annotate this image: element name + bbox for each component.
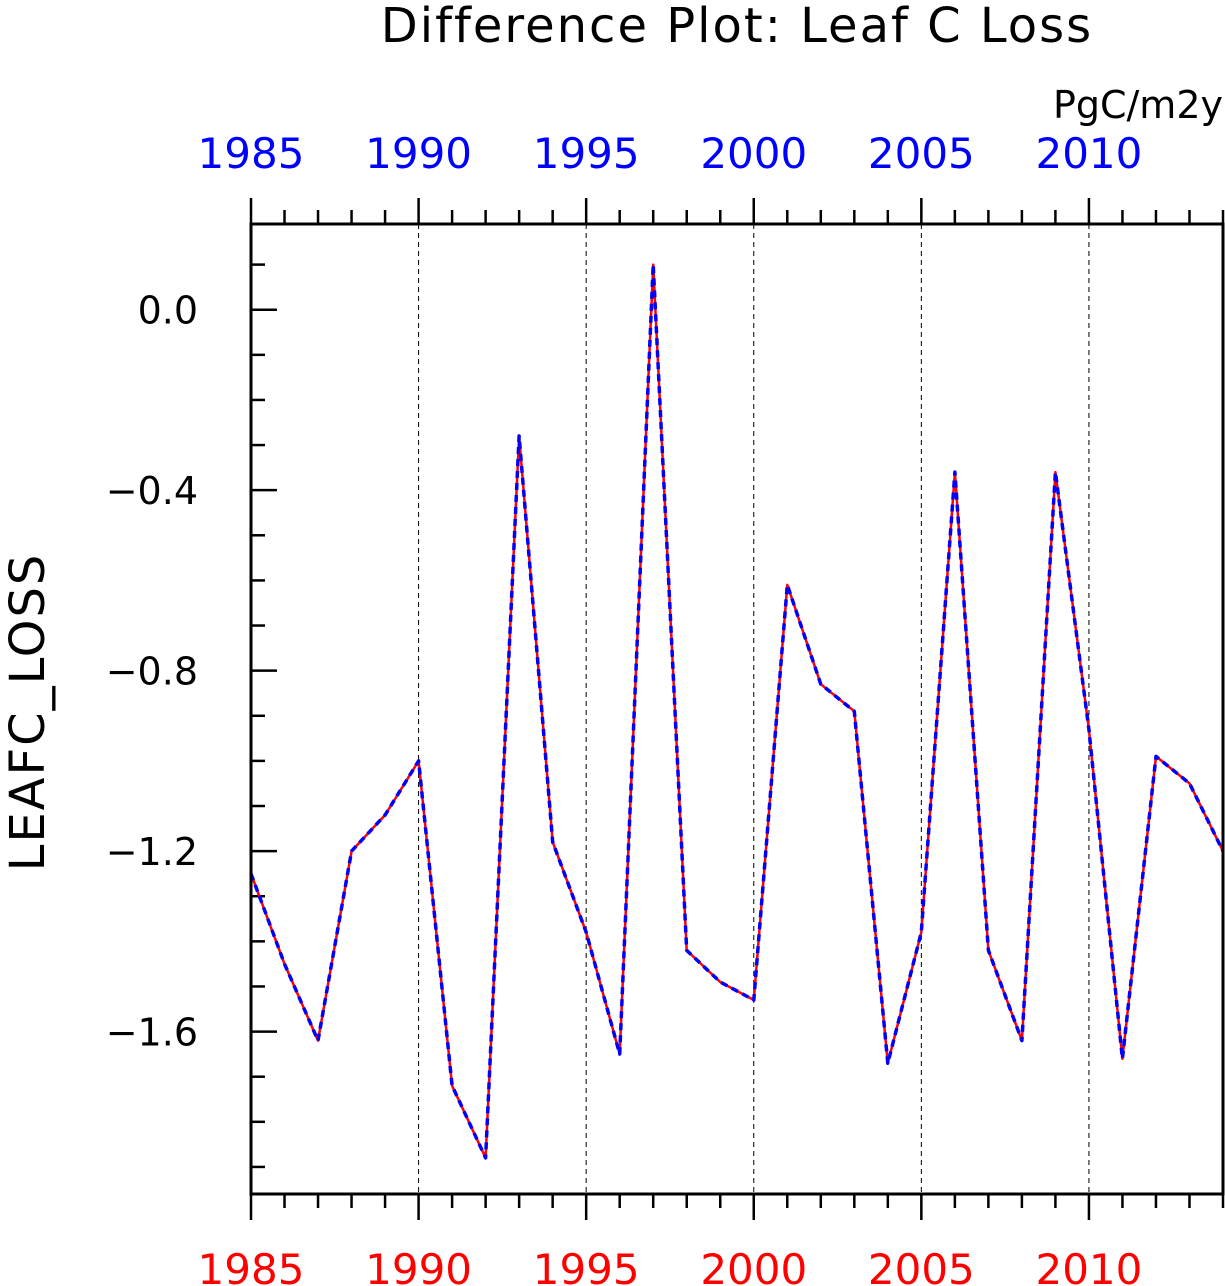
y-tick-label: −1.2 bbox=[106, 830, 198, 874]
series-line-blue-dashed bbox=[249, 262, 1225, 1160]
x-tick-label-bottom: 2005 bbox=[868, 1245, 975, 1286]
y-axis-label: LEAFC_LOSS bbox=[0, 553, 56, 872]
x-tick-label-bottom: 1990 bbox=[365, 1245, 472, 1286]
tick-labels: 1985 1985 1990 1990 1995 1995 2000 2000 2005 2005… bbox=[106, 129, 1143, 1286]
x-tick-label-top: 2005 bbox=[868, 129, 975, 178]
chart-title: Difference Plot: Leaf C Loss bbox=[381, 0, 1093, 54]
units-label: PgC/m2y bbox=[1053, 83, 1223, 127]
y-tick-label: −1.6 bbox=[106, 1011, 198, 1055]
axis-ticks bbox=[249, 198, 1225, 1220]
y-tick-label: −0.4 bbox=[106, 469, 198, 513]
series-line-red-solid bbox=[249, 263, 1225, 1160]
x-tick-label-bottom: 1985 bbox=[198, 1245, 305, 1286]
y-tick-label: 0.0 bbox=[138, 289, 198, 333]
plot-frame bbox=[249, 222, 1225, 1196]
x-tick-label-bottom: 1995 bbox=[533, 1245, 640, 1286]
x-tick-label-top: 1990 bbox=[365, 129, 472, 178]
series-lines bbox=[249, 262, 1225, 1160]
x-tick-label-bottom: 2010 bbox=[1035, 1245, 1142, 1286]
y-tick-label: −0.8 bbox=[106, 650, 198, 694]
x-tick-label-top: 2010 bbox=[1035, 129, 1142, 178]
gridlines bbox=[418, 224, 1090, 1194]
x-tick-label-top: 1985 bbox=[198, 129, 305, 178]
x-tick-label-top: 1995 bbox=[533, 129, 640, 178]
x-tick-label-top: 2000 bbox=[700, 129, 807, 178]
x-tick-label-bottom: 2000 bbox=[700, 1245, 807, 1286]
